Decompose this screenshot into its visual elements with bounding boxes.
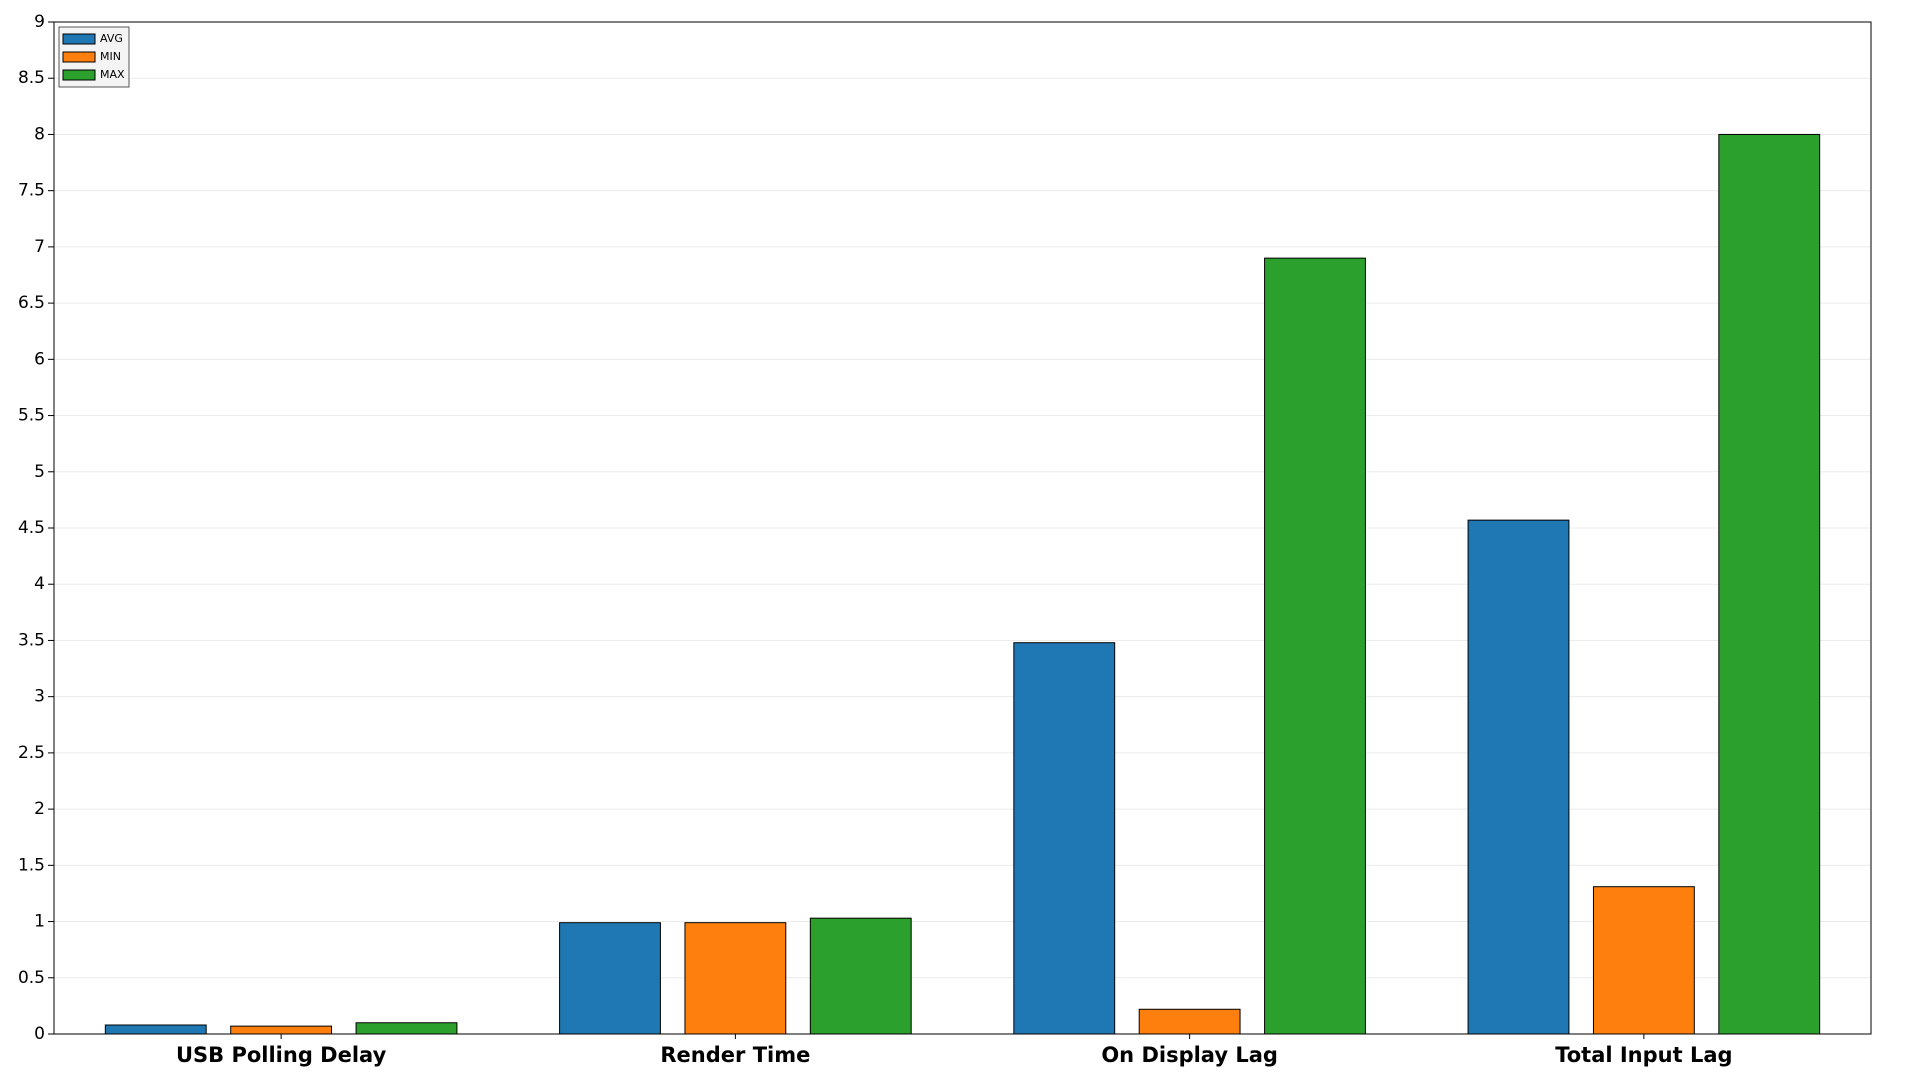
- legend-label: AVG: [100, 32, 123, 45]
- bar: [559, 922, 661, 1035]
- plot-frame: [53, 21, 1872, 1035]
- legend-swatch: [62, 51, 96, 63]
- bar: [104, 1024, 207, 1035]
- bar: [1467, 519, 1570, 1035]
- y-tick-label: 0: [34, 1024, 45, 1044]
- bar: [684, 922, 787, 1035]
- y-tick-label: 1: [34, 912, 45, 932]
- y-tick-label: 3.5: [18, 630, 45, 650]
- y-tick-label: 2: [34, 799, 45, 819]
- y-tick-label: 5: [34, 462, 45, 482]
- x-tick-label: On Display Lag: [1101, 1043, 1278, 1067]
- y-tick-label: 4.5: [18, 518, 45, 538]
- bar: [1013, 642, 1116, 1035]
- y-tick-label: 8: [34, 124, 45, 144]
- legend-swatch: [62, 33, 96, 45]
- y-tick-label: 8.5: [18, 68, 45, 88]
- bar: [230, 1025, 333, 1035]
- bar: [1592, 886, 1695, 1035]
- y-tick-label: 0.5: [18, 968, 45, 988]
- legend-label: MIN: [100, 50, 121, 63]
- legend-swatch: [62, 69, 96, 81]
- x-tick-label: Render Time: [660, 1043, 810, 1067]
- bar: [355, 1022, 458, 1035]
- y-tick-label: 5.5: [18, 406, 45, 426]
- y-tick-label: 1.5: [18, 855, 45, 875]
- bar: [1718, 133, 1821, 1035]
- y-tick-label: 6.5: [18, 293, 45, 313]
- y-tick-label: 6: [34, 349, 45, 369]
- y-tick-label: 4: [34, 574, 45, 594]
- legend-label: MAX: [100, 68, 125, 81]
- y-tick-label: 7: [34, 237, 45, 257]
- legend: AVG MIN MAX: [58, 26, 130, 88]
- y-tick-label: 7.5: [18, 181, 45, 201]
- y-tick-label: 3: [34, 687, 45, 707]
- y-tick-label: 2.5: [18, 743, 45, 763]
- y-tick-label: 9: [34, 12, 45, 32]
- bar: [1264, 257, 1366, 1035]
- x-tick-label: Total Input Lag: [1555, 1043, 1732, 1067]
- bar: [1138, 1008, 1241, 1035]
- x-tick-label: USB Polling Delay: [176, 1043, 387, 1067]
- bar: [809, 917, 912, 1035]
